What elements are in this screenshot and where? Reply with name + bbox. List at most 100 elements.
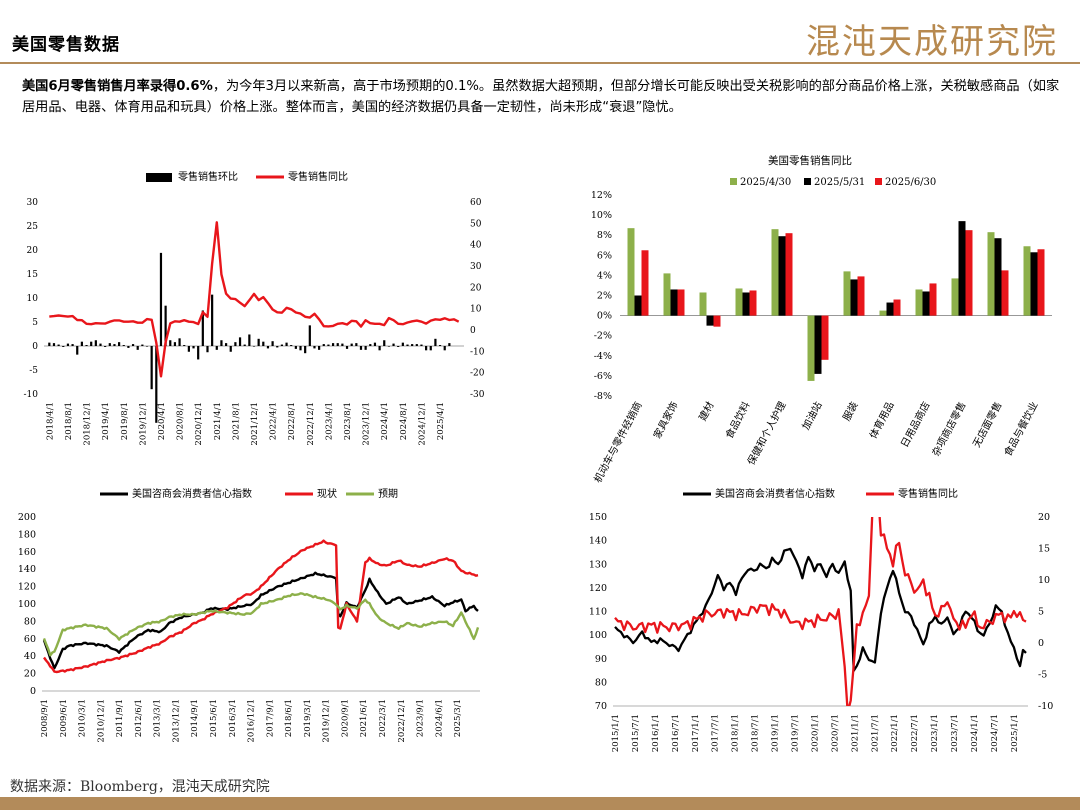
mom-bar bbox=[234, 342, 237, 346]
mom-bar bbox=[336, 343, 339, 346]
x-tick-label: 2023/12/1 bbox=[362, 402, 372, 446]
tick-label: 100 bbox=[18, 599, 36, 610]
mom-bar bbox=[359, 346, 363, 350]
x-tick-label: 2022/3/1 bbox=[378, 699, 388, 737]
tick-label: -5 bbox=[29, 366, 38, 376]
mom-bar bbox=[197, 346, 200, 360]
mom-bar bbox=[318, 346, 321, 350]
x-tick-label: 2010/3/1 bbox=[78, 699, 88, 737]
mom-bar bbox=[131, 344, 135, 346]
tick-label: 0 bbox=[470, 326, 476, 336]
mom-bar bbox=[313, 346, 316, 349]
page-header: 美国零售数据 混沌天成研究院 bbox=[0, 0, 1080, 64]
sector-bar bbox=[857, 276, 865, 316]
tick-label: 5 bbox=[32, 318, 38, 328]
sector-bar bbox=[663, 273, 671, 316]
category-label: 日用品商店 bbox=[898, 399, 933, 449]
mom-bar bbox=[169, 340, 172, 346]
chart-svg: 美国咨商会消费者信心指数 现状 预期 0 20 40 60 80 100 120 140 160 180… bbox=[18, 487, 480, 743]
x-tick-label: 2019/3/1 bbox=[303, 699, 313, 737]
sector-bar bbox=[1001, 270, 1009, 316]
tick-label: 30 bbox=[470, 262, 482, 272]
mom-bar bbox=[113, 344, 116, 346]
x-tick-label: 2018/12/1 bbox=[83, 402, 93, 446]
category-label: 建材 bbox=[696, 399, 717, 423]
mom-bar bbox=[220, 340, 223, 346]
x-tick-label: 2017/9/1 bbox=[265, 699, 275, 737]
mom-bar bbox=[378, 346, 381, 351]
summary-highlight: 美国6月零售销售月率录得0.6% bbox=[22, 79, 213, 94]
x-tick-label: 2019/12/1 bbox=[138, 402, 148, 446]
tick-label: -5 bbox=[1038, 670, 1047, 681]
x-tick-label: 2019/12/1 bbox=[322, 699, 332, 743]
series-line bbox=[614, 517, 1027, 706]
tick-label: 15 bbox=[27, 270, 39, 280]
mom-bar bbox=[150, 346, 153, 390]
mom-bar bbox=[262, 341, 265, 346]
tick-label: 20 bbox=[470, 283, 482, 293]
x-tick-label: 2020/4/1 bbox=[157, 402, 167, 440]
tick-label: 25 bbox=[27, 222, 39, 232]
sector-bar bbox=[814, 315, 822, 374]
tick-label: 8% bbox=[597, 230, 612, 241]
sector-bar bbox=[994, 238, 1002, 316]
tick-label: 130 bbox=[589, 559, 607, 570]
x-tick-label: 2023/4/1 bbox=[324, 402, 334, 440]
tick-label: 120 bbox=[18, 582, 36, 593]
x-tick-label: 2008/9/1 bbox=[40, 699, 50, 737]
mom-bar bbox=[448, 343, 451, 346]
mom-bar bbox=[248, 334, 251, 346]
header-divider bbox=[0, 62, 1080, 64]
sector-bar bbox=[677, 289, 685, 316]
x-tick-label: 2022/8/1 bbox=[287, 402, 297, 440]
sector-bar bbox=[1037, 249, 1045, 316]
category-label: 无店面零售 bbox=[970, 399, 1005, 449]
mom-bar bbox=[90, 341, 93, 346]
legend-swatch bbox=[875, 178, 882, 185]
tick-label: 80 bbox=[24, 616, 36, 627]
tick-label: 0% bbox=[597, 311, 612, 322]
tick-label: -8% bbox=[594, 391, 612, 402]
mom-bar bbox=[434, 338, 437, 346]
x-tick-label: 2023/7/1 bbox=[950, 714, 960, 752]
mom-bar bbox=[280, 344, 284, 346]
x-tick-label: 2024/12/1 bbox=[417, 402, 427, 446]
sector-bar bbox=[706, 315, 714, 326]
mom-bar bbox=[85, 345, 88, 346]
sector-bar bbox=[771, 229, 779, 316]
sector-bar bbox=[929, 283, 937, 316]
x-tick-label: 2014/9/1 bbox=[190, 699, 200, 737]
legend-label: 2025/6/30 bbox=[885, 177, 936, 188]
sector-bar bbox=[634, 295, 642, 316]
mom-bar bbox=[392, 343, 395, 346]
mom-bar bbox=[299, 346, 302, 351]
tick-label: 40 bbox=[24, 651, 36, 662]
x-tick-label: 2024/1/1 bbox=[970, 714, 980, 752]
tick-label: -4% bbox=[594, 351, 612, 362]
tick-label: 80 bbox=[595, 677, 607, 688]
mom-bar bbox=[345, 346, 349, 349]
x-tick-label: 2023/1/1 bbox=[930, 714, 940, 752]
x-tick-label: 2024/7/1 bbox=[990, 714, 1000, 752]
chart-confidence-vs-retail: 美国咨商会消费者信心指数 零售销售同比 70 80 90 100 110 120 130 140 1… bbox=[540, 480, 1080, 780]
mom-bar bbox=[331, 343, 335, 346]
mom-bar bbox=[71, 344, 74, 346]
mom-bar bbox=[438, 345, 442, 346]
chart-retail-mom-yoy: 零售销售环比 零售销售同比 -10 -5 0 5 10 15 20 25 30 -30 -20 -10 0 1… bbox=[0, 160, 510, 470]
mom-bar bbox=[155, 346, 158, 423]
mom-bar bbox=[322, 344, 325, 346]
mom-bar bbox=[52, 343, 56, 346]
mom-bar bbox=[238, 337, 242, 346]
tick-label: 10 bbox=[470, 305, 482, 315]
mom-bar bbox=[57, 344, 60, 346]
sector-bar bbox=[778, 236, 786, 316]
sector-bar bbox=[749, 290, 757, 316]
mom-bar bbox=[183, 345, 186, 346]
mom-bar bbox=[99, 343, 102, 346]
data-source: 数据来源：Bloomberg，混沌天成研究院 bbox=[10, 779, 270, 795]
mom-bar bbox=[406, 344, 409, 346]
mom-bar bbox=[252, 346, 256, 347]
tick-label: 5 bbox=[1038, 607, 1044, 618]
sector-bar bbox=[850, 279, 858, 316]
chart-svg: 零售销售环比 零售销售同比 -10 -5 0 5 10 15 20 25 30 -30 -20 -10 0 1… bbox=[24, 170, 485, 446]
